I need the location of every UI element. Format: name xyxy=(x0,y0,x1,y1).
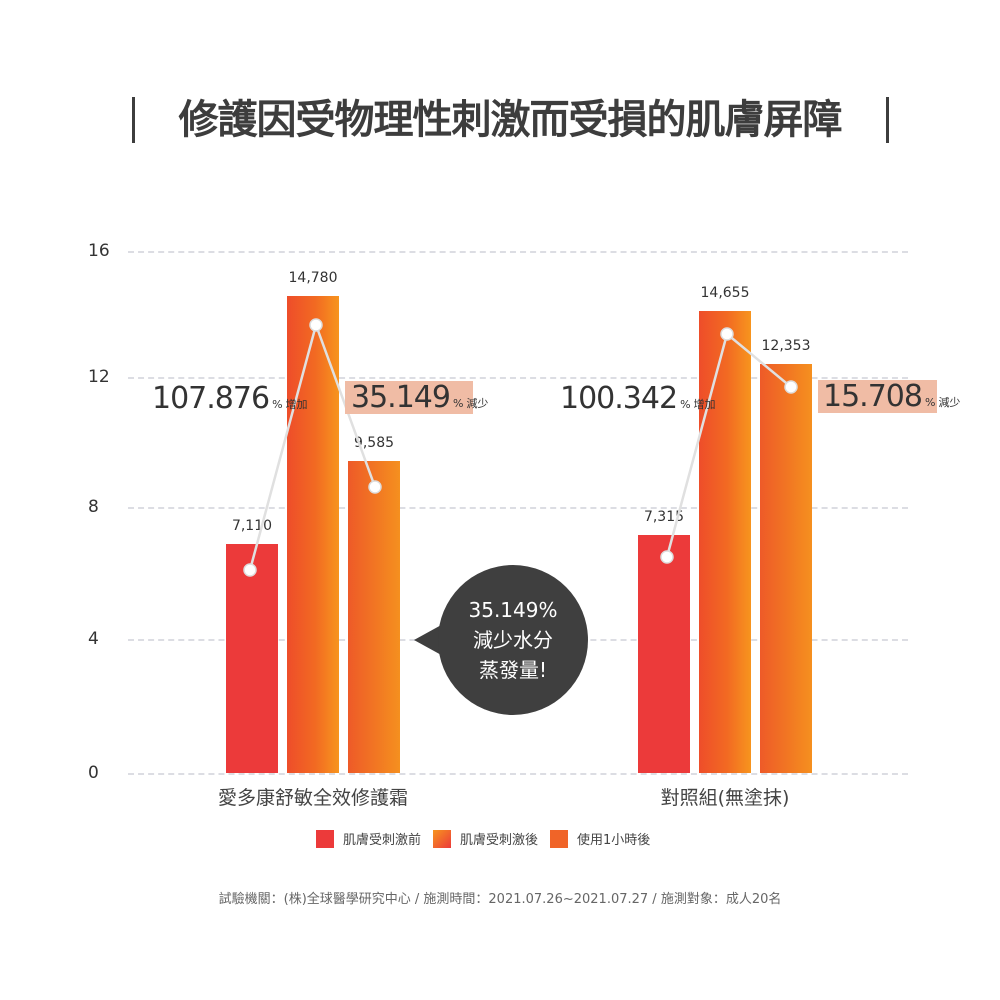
group2-increase-label: 增加 xyxy=(693,398,716,411)
callout-line2: 減少水分 xyxy=(473,628,553,652)
callout-line1: 35.149% xyxy=(468,598,558,622)
group1-decrease-unit: % xyxy=(452,397,464,410)
legend-label-before: 肌膚受刺激前 xyxy=(343,833,422,848)
group2-decrease-unit: % xyxy=(924,396,936,409)
bar-group1-after xyxy=(287,296,339,773)
chart-legend: 肌膚受刺激前 肌膚受刺激後 使用1小時後 xyxy=(316,829,662,848)
test-info-footer: 試驗機關：(株)全球醫學研究中心 / 施測時間：2021.07.26~2021.… xyxy=(218,892,782,907)
y-tick-8: 8 xyxy=(88,497,99,517)
legend-swatch-after xyxy=(433,829,452,848)
y-tick-12: 12 xyxy=(88,367,110,387)
group1-increase-label: 增加 xyxy=(285,398,308,411)
legend-item-1h: 使用1小時後 xyxy=(550,829,650,848)
gridline-16 xyxy=(128,251,908,253)
group1-decrease-value: 35.149 xyxy=(351,380,451,415)
value-label-group1-1h: 9,585 xyxy=(353,435,395,451)
legend-item-before: 肌膚受刺激前 xyxy=(316,829,421,848)
value-label-group2-after: 14,655 xyxy=(700,285,750,301)
callout-bubble xyxy=(438,565,588,715)
group2-decrease-badge xyxy=(818,380,937,413)
group1-increase-value: 107.876 xyxy=(152,381,270,416)
gridline-8 xyxy=(128,507,908,509)
y-tick-0: 0 xyxy=(88,763,99,783)
group2-increase-annotation: 100.342% 增加 xyxy=(560,382,716,422)
group2-decrease-value: 15.708 xyxy=(823,379,923,414)
value-label-group2-1h: 12,353 xyxy=(761,338,811,354)
y-tick-16: 16 xyxy=(88,241,110,261)
value-label-group1-after: 14,780 xyxy=(288,270,338,286)
bar-group2-before xyxy=(638,535,690,773)
bar-group2-1h xyxy=(760,364,812,773)
group2-increase-value: 100.342 xyxy=(560,381,678,416)
bar-group1-before xyxy=(226,544,278,773)
bar-group2-after xyxy=(699,311,751,773)
legend-swatch-before xyxy=(316,829,334,848)
legend-label-1h: 使用1小時後 xyxy=(577,833,651,848)
gridline-0 xyxy=(128,773,908,775)
group2-increase-unit: % xyxy=(680,398,691,411)
category-label-group1: 愛多康舒敏全效修護霜 xyxy=(217,787,408,809)
group1-increase-unit: % xyxy=(272,398,283,411)
legend-swatch-1h xyxy=(550,829,569,848)
title-right-bar xyxy=(886,97,889,143)
value-label-group2-before: 7,315 xyxy=(643,509,685,525)
group1-decrease-label: 減少 xyxy=(466,397,489,410)
group2-decrease-annotation: 15.708% 減少 xyxy=(823,380,960,420)
bar-group1-1h xyxy=(348,461,400,773)
group2-decrease-label: 減少 xyxy=(938,396,961,409)
group1-decrease-badge xyxy=(345,381,473,414)
callout-text: 35.149% 減少水分 蒸發量! xyxy=(438,595,588,685)
legend-item-after: 肌膚受刺激後 xyxy=(433,829,538,848)
gridline-12 xyxy=(128,377,908,379)
group1-increase-annotation: 107.876% 增加 xyxy=(152,382,308,422)
category-label-group2: 對照組(無塗抹) xyxy=(660,787,790,809)
y-tick-4: 4 xyxy=(88,629,99,649)
title-left-bar xyxy=(132,97,135,143)
group1-decrease-annotation: 35.149% 減少 xyxy=(351,381,488,421)
chart-title: 修護因受物理性刺激而受損的肌膚屏障 xyxy=(178,97,843,143)
legend-label-after: 肌膚受刺激後 xyxy=(460,833,539,848)
callout-line3: 蒸發量! xyxy=(478,658,548,682)
